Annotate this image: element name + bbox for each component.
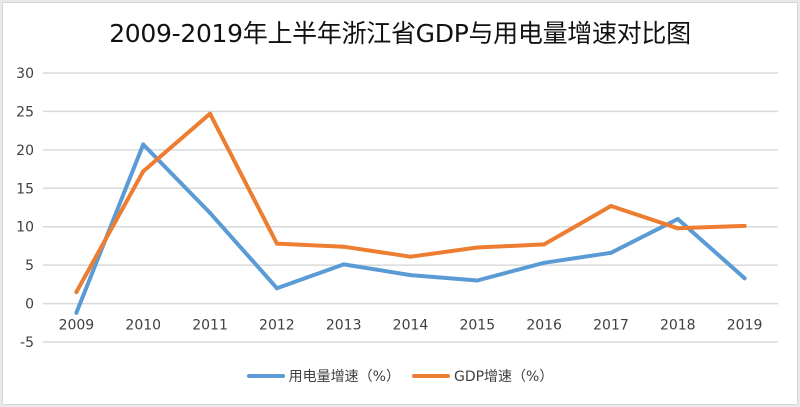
legend-item-gdp[interactable]: GDP增速（%）: [411, 366, 554, 386]
gdp-point-2013[interactable]: [341, 244, 346, 249]
gdp-point-2019[interactable]: [742, 223, 747, 228]
gdp-point-2015[interactable]: [475, 245, 480, 250]
electricity-point-2013[interactable]: [341, 262, 346, 267]
x-tick-label: 2013: [326, 318, 362, 334]
x-tick-label: 2019: [727, 318, 763, 334]
y-tick-label: -5: [20, 335, 34, 351]
x-tick-label: 2012: [259, 318, 295, 334]
legend-label-electricity: 用电量增速（%）: [288, 369, 400, 385]
electricity-point-2016[interactable]: [542, 260, 547, 265]
gdp-point-2016[interactable]: [542, 242, 547, 247]
y-tick-label: 15: [16, 181, 34, 197]
x-tick-label: 2015: [459, 318, 495, 334]
y-tick-label: 25: [16, 104, 34, 120]
y-axis-ticks: 30 25 20 15 10 5 0 -5: [16, 66, 34, 351]
gdp-point-2010[interactable]: [141, 169, 146, 174]
x-tick-label: 2017: [593, 318, 629, 334]
legend-swatch-electricity: [246, 374, 285, 378]
electricity-point-2010[interactable]: [141, 142, 146, 147]
electricity-point-2015[interactable]: [475, 278, 480, 283]
x-axis-ticks: 2009 2010 2011 2012 2013 2014 2015 2016 2017 2018…: [59, 318, 763, 334]
series-line-electricity[interactable]: [74, 142, 747, 315]
electricity-point-2017[interactable]: [608, 250, 613, 255]
x-tick-label: 2018: [660, 318, 696, 334]
electricity-point-2011[interactable]: [208, 210, 213, 215]
x-tick-label: 2011: [192, 318, 228, 334]
y-tick-label: 10: [16, 220, 34, 236]
legend-swatch-gdp: [411, 374, 450, 378]
gridlines: [43, 72, 778, 343]
y-tick-label: 5: [25, 258, 34, 274]
gdp-point-2017[interactable]: [608, 203, 613, 208]
legend: 用电量增速（%） GDP增速（%）: [0, 366, 800, 386]
x-tick-label: 2016: [526, 318, 562, 334]
chart-title: 2009-2019年上半年浙江省GDP与用电量增速对比图: [109, 19, 691, 48]
y-tick-label: 20: [16, 143, 34, 159]
electricity-point-2012[interactable]: [274, 286, 279, 291]
gdp-point-2011[interactable]: [208, 111, 213, 116]
x-tick-label: 2010: [125, 318, 161, 334]
electricity-point-2009[interactable]: [74, 310, 79, 315]
electricity-point-2014[interactable]: [408, 273, 413, 278]
legend-item-electricity[interactable]: 用电量增速（%）: [246, 366, 400, 386]
gdp-point-2014[interactable]: [408, 254, 413, 259]
y-tick-label: 30: [16, 66, 34, 82]
x-tick-label: 2009: [59, 318, 95, 334]
series-lines: [74, 111, 747, 315]
electricity-point-2019[interactable]: [742, 276, 747, 281]
gdp-point-2009[interactable]: [74, 290, 79, 295]
electricity-point-2018[interactable]: [675, 217, 680, 222]
gdp-point-2018[interactable]: [675, 226, 680, 231]
legend-label-gdp: GDP增速（%）: [453, 369, 554, 385]
gdp-point-2012[interactable]: [274, 241, 279, 246]
x-tick-label: 2014: [393, 318, 429, 334]
y-tick-label: 0: [25, 297, 34, 313]
